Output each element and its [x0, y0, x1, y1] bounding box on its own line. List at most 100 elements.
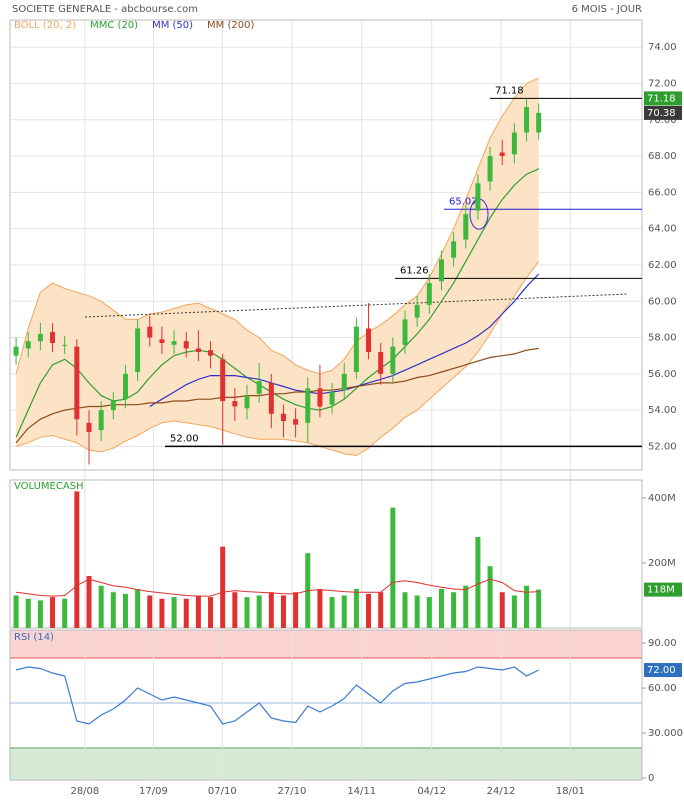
y-tick-label: 62.00 — [648, 260, 677, 271]
price-marker — [644, 91, 682, 106]
moving-average-line — [15, 347, 539, 444]
moving-average-line — [15, 168, 539, 438]
panel-frame — [9, 19, 643, 471]
candle-body — [74, 346, 80, 420]
x-tick-label: 17/09 — [139, 786, 168, 797]
volume-bar — [378, 592, 384, 628]
candle-body — [195, 348, 201, 353]
candle-body — [390, 346, 396, 374]
volume-bar — [13, 595, 19, 628]
candle-body — [487, 156, 493, 182]
candle-body — [305, 388, 311, 423]
candle-body — [499, 152, 505, 157]
x-tick-label: 07/10 — [208, 786, 237, 797]
x-tick-label: 18/01 — [556, 786, 585, 797]
volume-bar — [499, 592, 505, 628]
y-tick-label: 60.00 — [648, 683, 677, 694]
candle-body — [353, 326, 359, 373]
candle-body — [524, 107, 530, 133]
bollinger-fill — [16, 78, 539, 456]
level-label: 65.07 — [449, 196, 478, 207]
rsi-overbought-zone — [10, 630, 642, 659]
price-marker — [644, 105, 682, 120]
volume-bar — [86, 575, 92, 628]
candle-body — [220, 359, 226, 402]
price-marker-label: 72.00 — [647, 665, 676, 676]
x-tick-label: 28/08 — [70, 786, 99, 797]
candle-body — [244, 395, 250, 409]
x-tick-label: 27/10 — [278, 786, 307, 797]
y-tick-label: 66.00 — [648, 187, 677, 198]
panel-title: RSI (14) — [14, 632, 54, 643]
rsi-line — [15, 666, 539, 725]
y-tick-label: 90.00 — [648, 638, 677, 649]
volume-bar — [280, 595, 286, 628]
price-marker-label: 70.38 — [647, 108, 676, 119]
y-tick-label: 64.00 — [648, 224, 677, 235]
volume-bar — [98, 585, 104, 628]
volume-bar — [317, 588, 323, 628]
legend-entry: MM (50) — [152, 20, 193, 31]
legend-entry: BOLL (20, 2) — [14, 20, 76, 31]
price-marker-label: 71.18 — [647, 93, 676, 104]
volume-bar — [366, 593, 372, 628]
volume-bar — [536, 589, 542, 628]
volume-bar — [293, 592, 299, 628]
candle-body — [256, 381, 262, 394]
candle-body — [13, 346, 19, 356]
volume-bar — [329, 597, 335, 628]
candle-body — [536, 112, 542, 133]
volume-average-line — [16, 578, 539, 597]
volume-bar — [135, 588, 141, 628]
candle-body — [98, 410, 104, 431]
volume-bar — [147, 595, 153, 628]
candle-body — [438, 259, 444, 282]
volume-bar — [402, 592, 408, 628]
volume-bar — [244, 597, 250, 628]
candle-body — [341, 373, 347, 391]
chart-subtitle: 6 MOIS - JOUR — [572, 4, 642, 15]
volume-bar — [524, 585, 530, 628]
candle-body — [293, 419, 299, 425]
y-tick-label: 200M — [648, 558, 676, 569]
candle-body — [50, 332, 56, 343]
candle-body — [62, 344, 68, 346]
candle-body — [208, 350, 214, 356]
volume-bar — [159, 598, 165, 628]
candle-body — [159, 339, 165, 343]
candle-body — [378, 352, 384, 374]
y-tick-label: 400M — [648, 493, 676, 504]
candle-body — [280, 413, 286, 422]
volume-bar — [183, 598, 189, 628]
y-tick-label: 30.000 — [648, 728, 683, 739]
candle-body — [329, 391, 335, 405]
chart-title: SOCIETE GENERALE - abcbourse.com — [12, 4, 198, 15]
volume-bar — [110, 592, 116, 628]
bollinger-lower — [15, 261, 540, 457]
candle-body — [25, 341, 31, 349]
candle-body — [475, 183, 481, 211]
x-tick-label: 14/11 — [347, 786, 376, 797]
candle-body — [317, 388, 323, 407]
candle-body — [135, 328, 141, 373]
y-tick-label: 58.00 — [648, 333, 677, 344]
volume-bar — [463, 585, 469, 628]
y-tick-label: 54.00 — [648, 405, 677, 416]
y-tick-label: 60.00 — [648, 296, 677, 307]
panel-frame — [9, 479, 643, 629]
volume-bar — [487, 566, 493, 628]
y-tick-label: 52.00 — [648, 441, 677, 452]
candle-body — [366, 328, 372, 353]
x-tick-label: 24/12 — [487, 786, 516, 797]
volume-bar — [451, 592, 457, 628]
price-marker-label: 118M — [647, 585, 675, 596]
volume-bar — [25, 598, 31, 628]
candle-body — [122, 373, 128, 400]
volume-bar — [256, 595, 262, 628]
volume-bar — [208, 597, 214, 628]
candle-body — [426, 283, 432, 305]
y-tick-label: 0 — [648, 773, 654, 784]
legend-entry: MM (200) — [207, 20, 254, 31]
y-tick-label: 68.00 — [648, 151, 677, 162]
